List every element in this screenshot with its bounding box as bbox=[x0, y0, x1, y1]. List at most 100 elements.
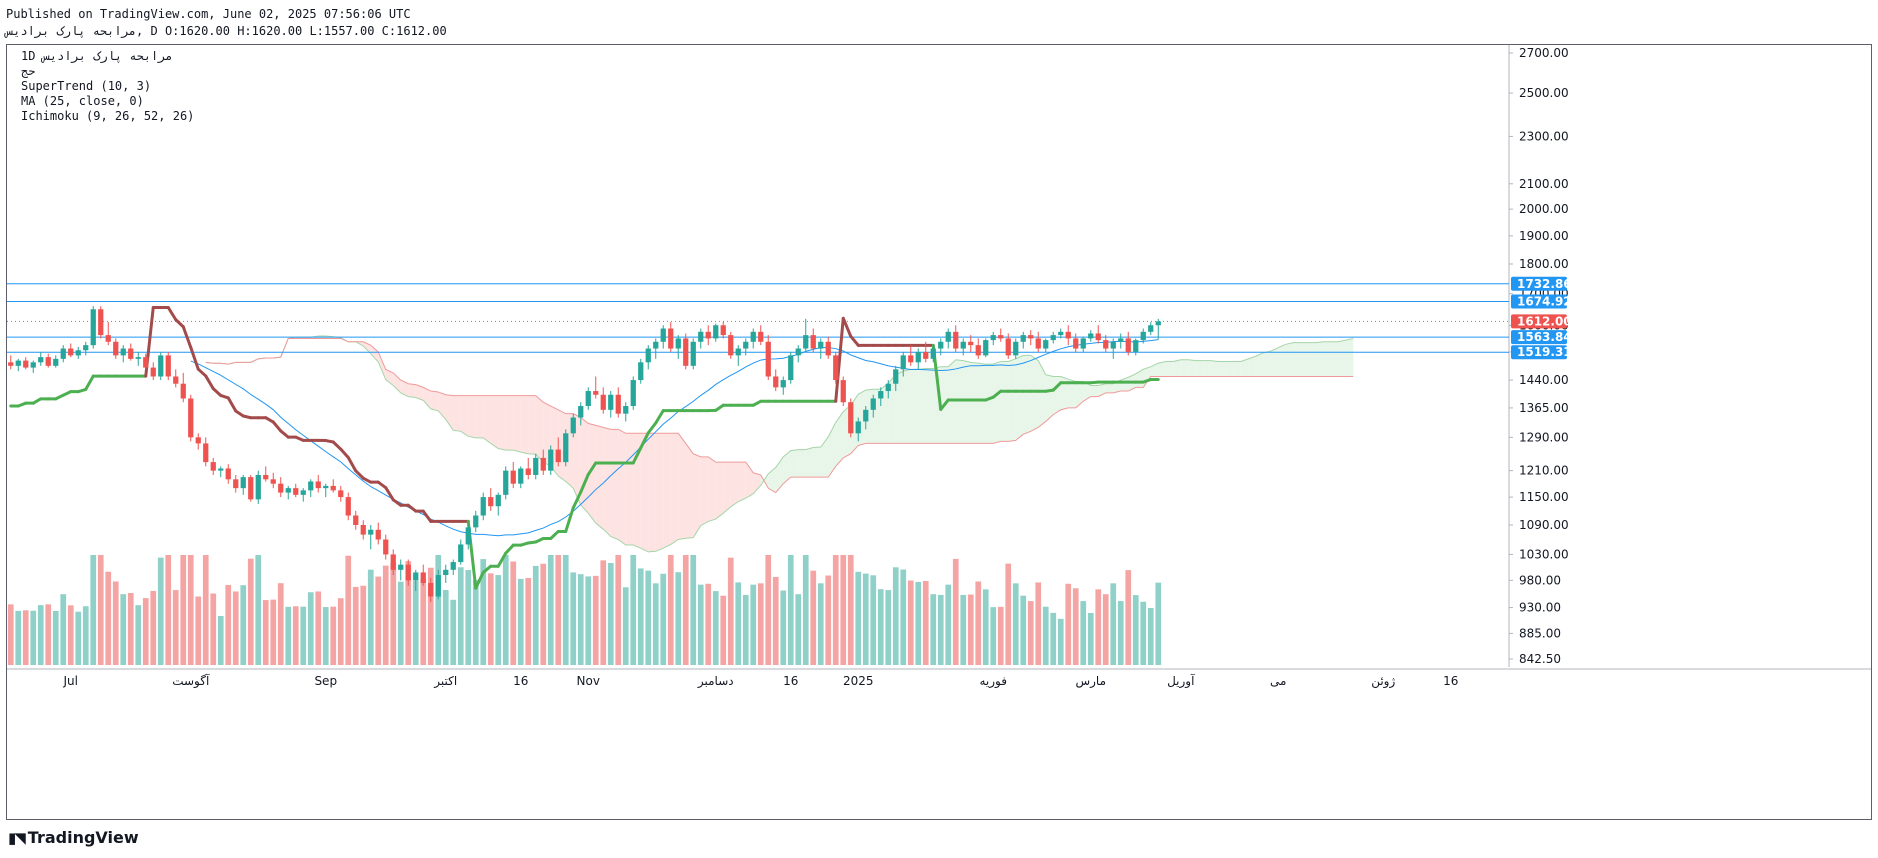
x-tick-label: ژوئن bbox=[1371, 674, 1395, 689]
volume-bar bbox=[727, 557, 734, 665]
supertrend-segment bbox=[474, 570, 485, 590]
candle-body bbox=[158, 355, 164, 377]
ichimoku-cloud-segment bbox=[1158, 361, 1166, 377]
candle-body bbox=[675, 338, 681, 349]
supertrend-segment bbox=[849, 334, 860, 347]
volume-bar bbox=[105, 571, 112, 665]
volume-bar bbox=[367, 569, 374, 665]
ichimoku-cloud-segment bbox=[1308, 342, 1316, 377]
volume-bar bbox=[1035, 582, 1042, 665]
y-tick-label: 980.00 bbox=[1519, 573, 1561, 587]
volume-bar bbox=[337, 598, 344, 665]
candle-body bbox=[810, 335, 816, 349]
candle-body bbox=[38, 357, 44, 363]
volume-bar bbox=[675, 572, 682, 665]
candle-body bbox=[270, 479, 276, 484]
ichimoku-cloud-segment bbox=[1338, 340, 1346, 377]
candle-body bbox=[98, 309, 104, 336]
candle-body bbox=[563, 433, 569, 463]
candle-body bbox=[90, 309, 96, 346]
candle-body bbox=[863, 409, 869, 422]
candle-body bbox=[1035, 338, 1041, 349]
price-chart[interactable]: 842.50 885.00 930.00 980.00 1030.00 1090.00 11… bbox=[7, 45, 1871, 819]
candle-body bbox=[1110, 341, 1116, 349]
ichimoku-cloud-segment bbox=[370, 345, 379, 362]
volume-bar bbox=[382, 565, 389, 665]
ichimoku-cloud-segment bbox=[378, 351, 386, 380]
supertrend-segment bbox=[646, 421, 658, 435]
candle-body bbox=[1005, 338, 1011, 356]
candle-body bbox=[240, 477, 246, 489]
y-tick-label: 1150.00 bbox=[1519, 490, 1569, 504]
ichimoku-cloud-segment bbox=[798, 449, 806, 478]
volume-bar bbox=[427, 567, 434, 665]
ichimoku-cloud-segment bbox=[1105, 383, 1114, 393]
legend-ichimoku[interactable]: Ichimoku (9, 26, 52, 26) bbox=[21, 109, 195, 123]
ichimoku-cloud-segment bbox=[685, 443, 694, 539]
candle-body bbox=[638, 362, 644, 381]
candle-body bbox=[728, 335, 734, 356]
volume-bar bbox=[1042, 606, 1049, 665]
volume-bar bbox=[375, 576, 382, 665]
ichimoku-cloud-segment bbox=[603, 427, 611, 537]
x-tick-label: 16 bbox=[1443, 674, 1458, 688]
volume-bar bbox=[390, 563, 397, 665]
ichimoku-cloud-segment bbox=[475, 395, 484, 438]
candle-body bbox=[608, 394, 614, 410]
ichimoku-cloud-segment bbox=[1270, 347, 1279, 377]
candle-body bbox=[758, 331, 764, 342]
x-tick-label: 16 bbox=[783, 674, 798, 688]
ichimoku-cloud-segment bbox=[963, 360, 971, 444]
x-tick-label: Jul bbox=[63, 674, 78, 688]
volume-bar bbox=[877, 589, 884, 665]
supertrend-segment bbox=[384, 486, 395, 502]
volume-bar bbox=[1117, 601, 1124, 665]
ichimoku-cloud-segment bbox=[1023, 355, 1031, 435]
volume-bar bbox=[232, 591, 239, 665]
candle-body bbox=[923, 351, 929, 359]
candle-body bbox=[143, 357, 149, 368]
supertrend-segment bbox=[189, 345, 200, 371]
volume-bar bbox=[757, 583, 764, 665]
candle-body bbox=[683, 338, 689, 366]
volume-bar bbox=[352, 586, 359, 665]
tradingview-logo[interactable]: ▮◥ TradingView bbox=[8, 828, 139, 847]
volume-bar bbox=[1087, 613, 1094, 665]
volume-bar bbox=[465, 570, 472, 665]
ichimoku-cloud-segment bbox=[1090, 385, 1099, 397]
candle-body bbox=[623, 406, 629, 414]
hline-price-tag-2: 1563.84 bbox=[1517, 330, 1572, 344]
legend-ma[interactable]: MA (25, close, 0) bbox=[21, 94, 144, 108]
candle-body bbox=[300, 490, 306, 495]
candle-body bbox=[420, 572, 426, 583]
volume-bar bbox=[90, 555, 97, 665]
volume-bar bbox=[270, 599, 277, 665]
ichimoku-cloud-segment bbox=[948, 359, 956, 444]
y-tick-label: 1090.00 bbox=[1519, 518, 1569, 532]
ichimoku-cloud-segment bbox=[1188, 359, 1196, 377]
ma-line bbox=[190, 339, 1159, 537]
candle-body bbox=[713, 325, 719, 339]
volume-bar bbox=[1125, 570, 1132, 665]
chart-frame[interactable]: 842.50 885.00 930.00 980.00 1030.00 1090.00 11… bbox=[6, 44, 1872, 820]
candle-body bbox=[1088, 333, 1094, 339]
volume-bar bbox=[682, 555, 689, 665]
candle-body bbox=[45, 357, 51, 366]
ichimoku-cloud-segment bbox=[1000, 361, 1009, 442]
candle-body bbox=[968, 341, 974, 346]
candle-body bbox=[503, 470, 509, 495]
symbol-ohlc-line: مرابحه پارک برادیس, D O:1620.00 H:1620.0… bbox=[6, 24, 447, 38]
ichimoku-cloud-segment bbox=[978, 363, 986, 444]
ichimoku-cloud-segment bbox=[1218, 361, 1226, 377]
volume-bar bbox=[1020, 595, 1027, 665]
ichimoku-cloud-segment bbox=[1293, 342, 1301, 377]
candle-body bbox=[218, 468, 224, 471]
volume-bar bbox=[217, 615, 224, 665]
legend-supertrend[interactable]: SuperTrend (10, 3) bbox=[21, 79, 152, 93]
volume-bar bbox=[397, 581, 404, 665]
candle-body bbox=[870, 398, 876, 410]
ichimoku-cloud-segment bbox=[790, 449, 799, 478]
volume-bar bbox=[562, 555, 569, 665]
legend-symbol[interactable]: 1D مرابحه پارک برادیس bbox=[21, 49, 173, 63]
volume-bar bbox=[457, 567, 464, 665]
